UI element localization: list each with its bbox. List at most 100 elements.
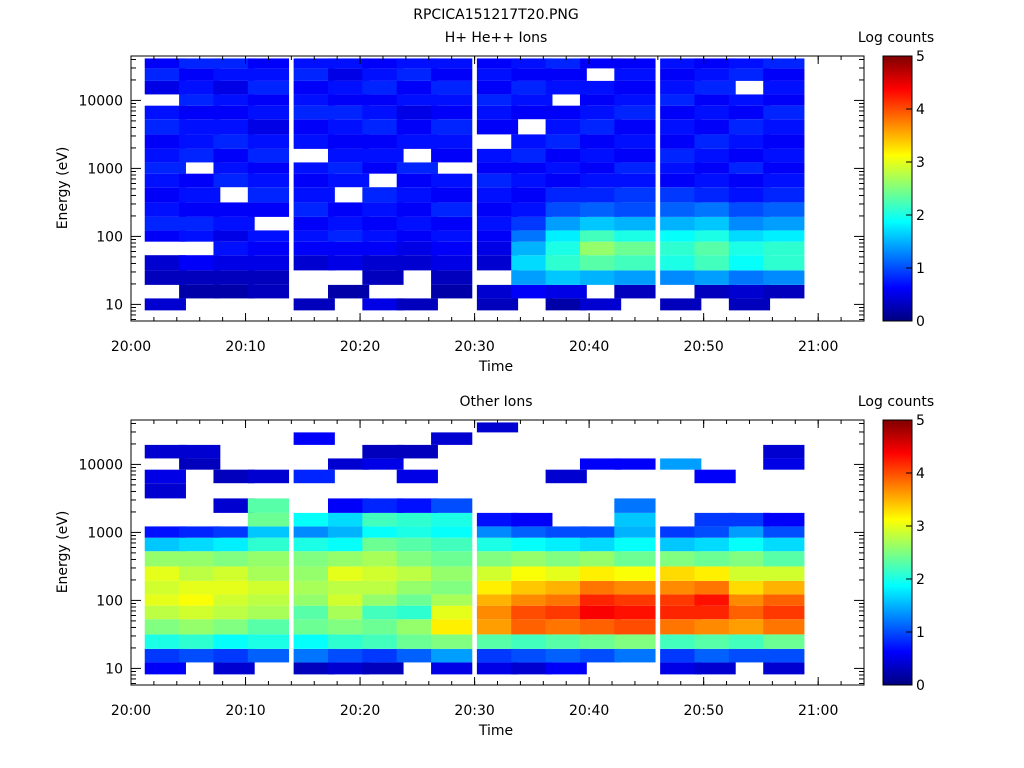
heatmap-cell (431, 255, 473, 271)
figure-title: RPCICA151217T20.PNG (413, 7, 578, 23)
heatmap-cell (660, 662, 702, 675)
heatmap-cell (293, 187, 335, 203)
heatmap-cell (431, 619, 473, 635)
heatmap-cell (327, 498, 370, 513)
heatmap-cell (694, 241, 736, 256)
heatmap-cell (545, 162, 587, 174)
heatmap-cell (614, 458, 656, 470)
heatmap-cell (476, 566, 519, 581)
heatmap-cell (763, 216, 805, 231)
heatmap-cell (579, 580, 622, 595)
heatmap-cell (327, 105, 370, 120)
heatmap-cell (327, 566, 370, 581)
heatmap-cell (511, 58, 553, 69)
heatmap-cell (660, 605, 702, 620)
heatmap-cell (362, 594, 404, 606)
heatmap-cell (728, 270, 771, 285)
heatmap-cell (579, 255, 622, 271)
heatmap-cell (144, 298, 186, 311)
heatmap-cell (660, 298, 702, 311)
heatmap-cell (293, 68, 335, 81)
heatmap-cell (660, 594, 702, 606)
heatmap-cell (144, 566, 186, 581)
heatmap-cell (511, 512, 553, 527)
heatmap-cell (144, 634, 186, 649)
heatmap-cell (431, 119, 473, 135)
heatmap-cell (179, 284, 221, 299)
heatmap-cell (247, 580, 290, 595)
heatmap-cell (396, 526, 438, 538)
heatmap-cell (247, 270, 290, 285)
heatmap-cell (614, 230, 656, 242)
heatmap-cell (179, 148, 221, 163)
heatmap-cell (362, 458, 404, 470)
heatmap-cell (763, 648, 805, 663)
heatmap-cell (545, 580, 587, 595)
heatmap-cell (476, 551, 519, 567)
heatmap-cell (511, 216, 553, 231)
heatmap-cell (362, 94, 404, 106)
heatmap-cell (247, 526, 290, 538)
heatmap-cell (660, 648, 702, 663)
heatmap-cell (431, 148, 473, 163)
heatmap-cell (144, 105, 186, 120)
heatmap-cell (396, 605, 438, 620)
x-tick-label: 20:00 (111, 339, 151, 355)
heatmap-cell (579, 594, 622, 606)
heatmap-cell (362, 566, 404, 581)
colorbar-tick-label: 3 (916, 155, 925, 171)
heatmap-cell (579, 80, 622, 95)
heatmap-cell (247, 134, 290, 149)
heatmap-cell (545, 551, 587, 567)
heatmap-cell (431, 68, 473, 81)
heatmap-cell (327, 241, 370, 256)
heatmap-cell (476, 119, 519, 135)
heatmap-cell (763, 458, 805, 470)
heatmap-cell (293, 537, 335, 552)
heatmap-cell (293, 662, 335, 675)
heatmap-cell (660, 216, 702, 231)
heatmap-cell (511, 526, 553, 538)
heatmap-cell (694, 94, 736, 106)
y-tick-label: 1000 (87, 161, 123, 177)
heatmap-cell (614, 162, 656, 174)
heatmap-cell (614, 580, 656, 595)
heatmap-cell (614, 648, 656, 663)
heatmap-cell (511, 270, 553, 285)
heatmap-cell (396, 105, 438, 120)
heatmap-cell (694, 187, 736, 203)
heatmap-cell (660, 526, 702, 538)
heatmap-cell (327, 512, 370, 527)
heatmap-cell (763, 148, 805, 163)
heatmap-cell (660, 80, 702, 95)
heatmap-cell (362, 187, 404, 203)
heatmap-cell (660, 94, 702, 106)
heatmap-cell (579, 230, 622, 242)
heatmap-cell (362, 619, 404, 635)
heatmap-cell (728, 230, 771, 242)
heatmap-cell (694, 58, 736, 69)
heatmap-cell (431, 80, 473, 95)
heatmap-cell (660, 173, 702, 188)
heatmap-cell (694, 537, 736, 552)
heatmap-cell (431, 58, 473, 69)
heatmap-cell (247, 58, 290, 69)
heatmap-cell (431, 537, 473, 552)
heatmap-cell (476, 605, 519, 620)
heatmap-cell (247, 551, 290, 567)
heatmap-cell (511, 634, 553, 649)
heatmap-cell (614, 148, 656, 163)
heatmap-cell (476, 94, 519, 106)
heatmap-cell (213, 58, 255, 69)
heatmap-cell (660, 68, 702, 81)
heatmap-cell (728, 255, 771, 271)
heatmap-cell (362, 148, 404, 163)
y-tick-label: 10000 (78, 457, 123, 473)
heatmap-cell (614, 80, 656, 95)
colorbar-tick-label: 2 (916, 208, 925, 224)
heatmap-cell (763, 605, 805, 620)
heatmap-cell (614, 105, 656, 120)
heatmap-cell (545, 619, 587, 635)
heatmap-cell (144, 537, 186, 552)
heatmap-cell (660, 270, 702, 285)
